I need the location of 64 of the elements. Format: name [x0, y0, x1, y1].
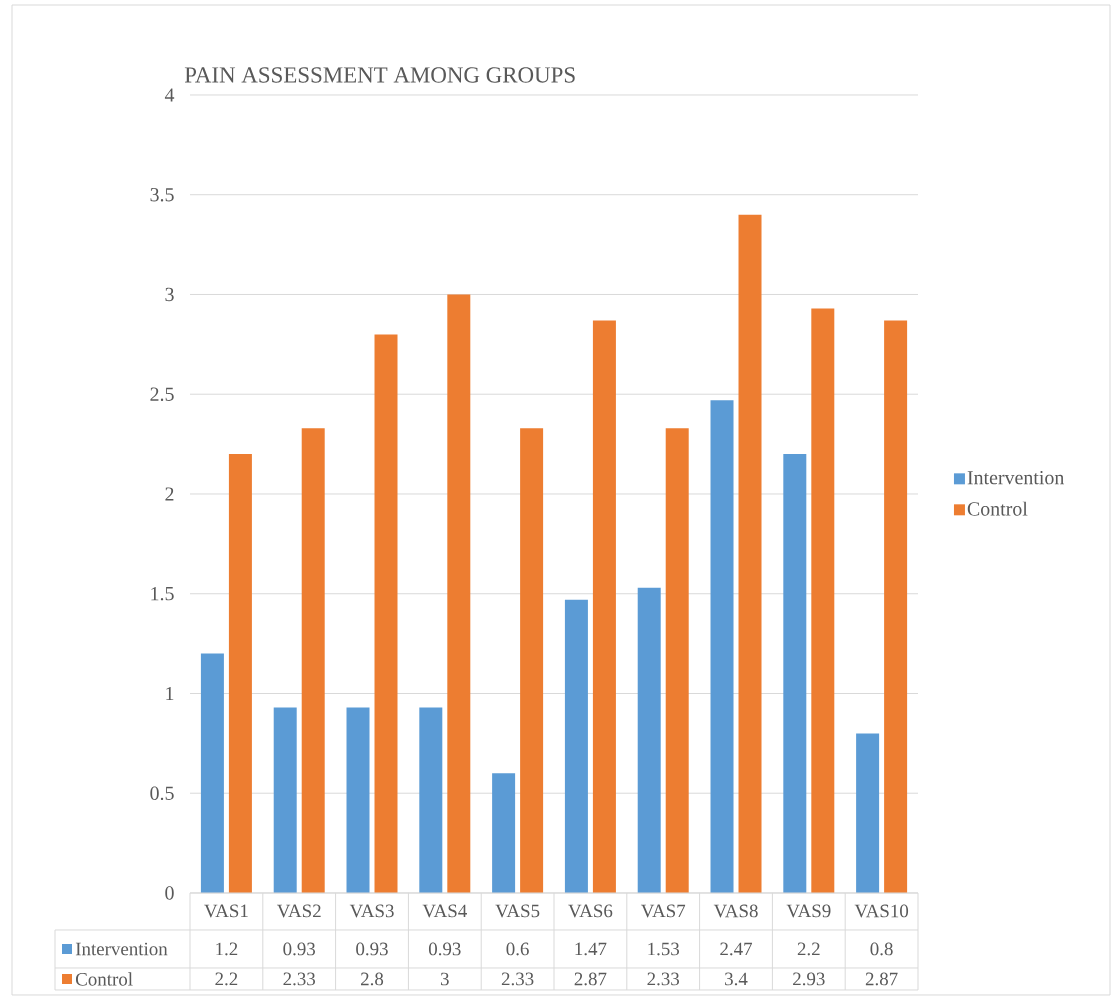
data-label: 1.47	[575, 942, 607, 956]
bar	[811, 308, 835, 893]
x-tick-label: VAS9	[786, 904, 831, 918]
legend-label: Control	[967, 501, 1028, 516]
y-tick-label: 3.5	[150, 188, 174, 202]
bar	[520, 428, 544, 893]
chart-title: PAIN ASSESSMENT AMONG GROUPS	[184, 67, 575, 83]
data-label: 3.4	[725, 972, 748, 986]
data-label: 1.53	[648, 942, 680, 956]
bar	[346, 707, 370, 893]
bar	[592, 320, 616, 893]
bar	[273, 707, 297, 893]
y-tick-label: 4	[164, 88, 175, 102]
data-label: 0.8	[870, 942, 893, 956]
x-tick-label: VAS4	[422, 904, 467, 918]
data-label: 0.93	[356, 942, 388, 956]
data-label: 1.2	[216, 942, 238, 956]
bar	[783, 454, 807, 893]
y-tick-label: 1.5	[151, 587, 174, 601]
data-label: 0.93	[428, 942, 461, 956]
text: Control	[75, 972, 133, 986]
x-tick-label: VAS10	[854, 904, 909, 918]
x-tick-label: VAS2	[276, 904, 321, 918]
data-label: 2.87	[865, 972, 898, 986]
x-tick-label: VAS5	[495, 904, 540, 918]
y-tick-label: 2	[165, 487, 174, 501]
data-label: 0.6	[506, 942, 529, 956]
bar	[228, 454, 252, 893]
data-label: 2.93	[793, 972, 825, 986]
y-tick-label: 3	[165, 287, 174, 302]
text: Intervention	[967, 470, 1065, 485]
y-tick-label: 2.5	[150, 387, 174, 401]
y-tick-label: 1	[166, 686, 174, 701]
bar	[564, 599, 588, 893]
data-label: 0.93	[283, 942, 316, 956]
data-label: 2.2	[797, 942, 820, 956]
bar	[856, 733, 880, 893]
legend-label: Intervention	[75, 942, 168, 956]
y-tick-label: 0	[165, 886, 174, 900]
bar	[492, 773, 516, 893]
bar	[738, 214, 762, 893]
bar	[447, 294, 471, 893]
x-tick-label: VAS3	[349, 904, 394, 918]
x-tick-label: VAS1	[204, 904, 248, 918]
bar	[637, 587, 661, 893]
x-tick-label: VAS7	[640, 904, 686, 918]
bar	[710, 400, 734, 893]
data-label: 2.33	[647, 972, 680, 986]
bar	[374, 334, 398, 893]
x-tick-label: VAS6	[568, 904, 613, 918]
bar	[419, 707, 443, 893]
bar	[200, 653, 224, 893]
data-label: 3	[440, 972, 449, 986]
data-label: 2.2	[215, 972, 238, 986]
data-label: 2.47	[720, 942, 753, 956]
data-label: 2.33	[501, 972, 534, 986]
bar	[884, 320, 908, 893]
bar	[301, 428, 325, 893]
data-label: 2.8	[361, 972, 384, 986]
x-tick-label: VAS8	[713, 904, 758, 918]
y-tick-label: 0.5	[150, 786, 174, 800]
bar	[665, 428, 689, 893]
data-label: 2.33	[283, 972, 316, 986]
data-label: 2.87	[574, 972, 607, 986]
